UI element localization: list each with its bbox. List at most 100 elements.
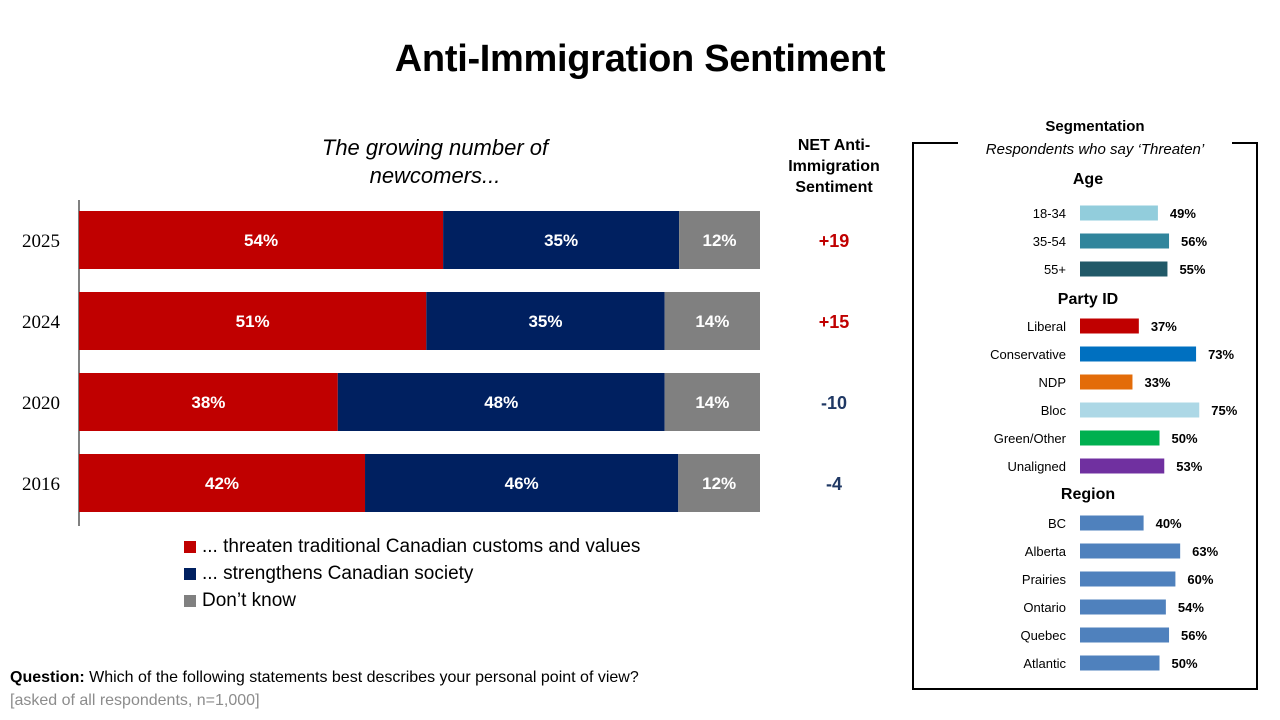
- segmentation-subtitle: Respondents who say ‘Threaten’: [985, 141, 1205, 158]
- segment-bar: [1080, 458, 1165, 474]
- segment-value-label: 63%: [1192, 544, 1218, 559]
- year-label: 2020: [22, 393, 60, 414]
- segment-label: BC: [1048, 516, 1066, 531]
- net-value: +15: [819, 312, 850, 332]
- bar-segment-strengthens: [426, 292, 665, 350]
- segment-bar: [1080, 402, 1200, 418]
- segment-bar: [1080, 374, 1133, 390]
- legend-item-strengthens: ... strengthens Canadian society: [184, 560, 640, 587]
- segment-bar: [1080, 543, 1181, 559]
- net-value: +19: [819, 231, 850, 251]
- segment-label: Ontario: [1023, 600, 1066, 615]
- bar-data-label: 12%: [703, 231, 737, 250]
- bar-segment-dont-know: [678, 454, 760, 512]
- legend-item-dont-know: Don’t know: [184, 587, 640, 614]
- bar-data-label: 35%: [544, 231, 578, 250]
- bar-segment-strengthens: [443, 211, 680, 269]
- segment-bar: [1080, 346, 1197, 362]
- segment-value-label: 50%: [1172, 656, 1198, 671]
- bar-segment-threaten: [79, 454, 366, 512]
- segment-label: Prairies: [1022, 572, 1067, 587]
- bar-data-label: 14%: [695, 393, 729, 412]
- segment-value-label: 73%: [1208, 347, 1234, 362]
- segment-group-header: Party ID: [1058, 291, 1118, 308]
- legend-label-dont-know: Don’t know: [202, 589, 296, 611]
- segment-value-label: 56%: [1181, 234, 1207, 249]
- segmentation-box-title-gap: [958, 136, 1232, 148]
- legend: ... threaten traditional Canadian custom…: [184, 533, 640, 614]
- bar-segment-dont-know: [664, 373, 760, 431]
- segment-group-header: Region: [1061, 486, 1115, 503]
- segmentation-title: Segmentation: [1045, 118, 1145, 135]
- bar-data-label: 12%: [702, 474, 736, 493]
- bar-segment-threaten: [79, 292, 427, 350]
- question-body: Which of the following statements best d…: [89, 669, 639, 686]
- legend-label-threaten: ... threaten traditional Canadian custom…: [202, 535, 641, 557]
- bar-data-label: 46%: [505, 474, 539, 493]
- bar-segment-dont-know: [679, 211, 760, 269]
- sample-note: [asked of all respondents, n=1,000]: [10, 692, 260, 709]
- segment-label: Atlantic: [1023, 656, 1066, 671]
- chart-subtitle: The growing number of newcomers...: [321, 135, 549, 188]
- bar-segment-threaten: [79, 211, 444, 269]
- segment-label: Quebec: [1020, 628, 1066, 643]
- net-header: NET Anti- Immigration Sentiment: [788, 137, 880, 196]
- segment-value-label: 56%: [1181, 628, 1207, 643]
- bar-data-label: 51%: [236, 312, 270, 331]
- page-title: Anti-Immigration Sentiment: [394, 38, 886, 80]
- segment-value-label: 54%: [1178, 600, 1204, 615]
- bar-segment-strengthens: [337, 373, 665, 431]
- bar-data-label: 38%: [191, 393, 225, 412]
- legend-swatch-strengthens: [184, 567, 196, 580]
- legend-swatch-threaten: [184, 540, 196, 553]
- segment-bar: [1080, 571, 1176, 587]
- bar-segment-threaten: [79, 373, 338, 431]
- bar-data-label: 42%: [205, 474, 239, 493]
- segment-label: NDP: [1039, 375, 1066, 390]
- question-text: Question: Which of the following stateme…: [10, 669, 639, 687]
- segment-label: Alberta: [1025, 544, 1067, 559]
- legend-item-threaten: ... threaten traditional Canadian custom…: [184, 533, 640, 560]
- segment-bar: [1080, 599, 1166, 615]
- legend-label-strengthens: ... strengthens Canadian society: [202, 562, 474, 584]
- legend-swatch-dont-know: [184, 594, 196, 607]
- segment-bar: [1080, 233, 1170, 249]
- year-label: 2025: [22, 231, 60, 252]
- segment-label: Green/Other: [994, 431, 1067, 446]
- segment-bar: [1080, 205, 1158, 221]
- segment-value-label: 55%: [1179, 262, 1205, 277]
- bar-data-label: 48%: [484, 393, 518, 412]
- segment-bar: [1080, 430, 1160, 446]
- segment-label: 35-54: [1033, 234, 1066, 249]
- segment-bar: [1080, 515, 1144, 531]
- bar-data-label: 35%: [528, 312, 562, 331]
- bar-data-label: 54%: [244, 231, 278, 250]
- segment-value-label: 37%: [1151, 319, 1177, 334]
- bar-data-label: 14%: [695, 312, 729, 331]
- segment-label: Liberal: [1027, 319, 1066, 334]
- segment-label: Bloc: [1041, 403, 1067, 418]
- segment-value-label: 33%: [1144, 375, 1170, 390]
- year-label: 2016: [22, 474, 60, 495]
- segment-label: Unaligned: [1007, 459, 1066, 474]
- main-stacked-bar-chart: 2025 54% 35% 12% +19 2024 51% 35% 14% +15 2020 38% 4…: [22, 200, 850, 526]
- bar-segment-dont-know: [664, 292, 760, 350]
- segment-value-label: 40%: [1156, 516, 1182, 531]
- segment-bar: [1080, 655, 1160, 671]
- segment-label: 55+: [1044, 262, 1066, 277]
- segment-bar: [1080, 627, 1170, 643]
- segment-bar: [1080, 318, 1139, 334]
- segment-value-label: 60%: [1187, 572, 1213, 587]
- bar-segment-strengthens: [365, 454, 679, 512]
- segment-group-header: Age: [1073, 171, 1103, 188]
- segment-value-label: 50%: [1172, 431, 1198, 446]
- year-label: 2024: [22, 312, 61, 333]
- net-value: -10: [821, 393, 847, 413]
- segment-label: 18-34: [1033, 206, 1066, 221]
- segment-value-label: 53%: [1176, 459, 1202, 474]
- segment-label: Conservative: [990, 347, 1066, 362]
- segment-bar: [1080, 261, 1168, 277]
- segmentation-bar-chart: Age 18-34 49% 35-54 56% 55+ 55% Party ID Liberal…: [990, 171, 1238, 671]
- segment-value-label: 49%: [1170, 206, 1196, 221]
- question-label: Question:: [10, 669, 85, 686]
